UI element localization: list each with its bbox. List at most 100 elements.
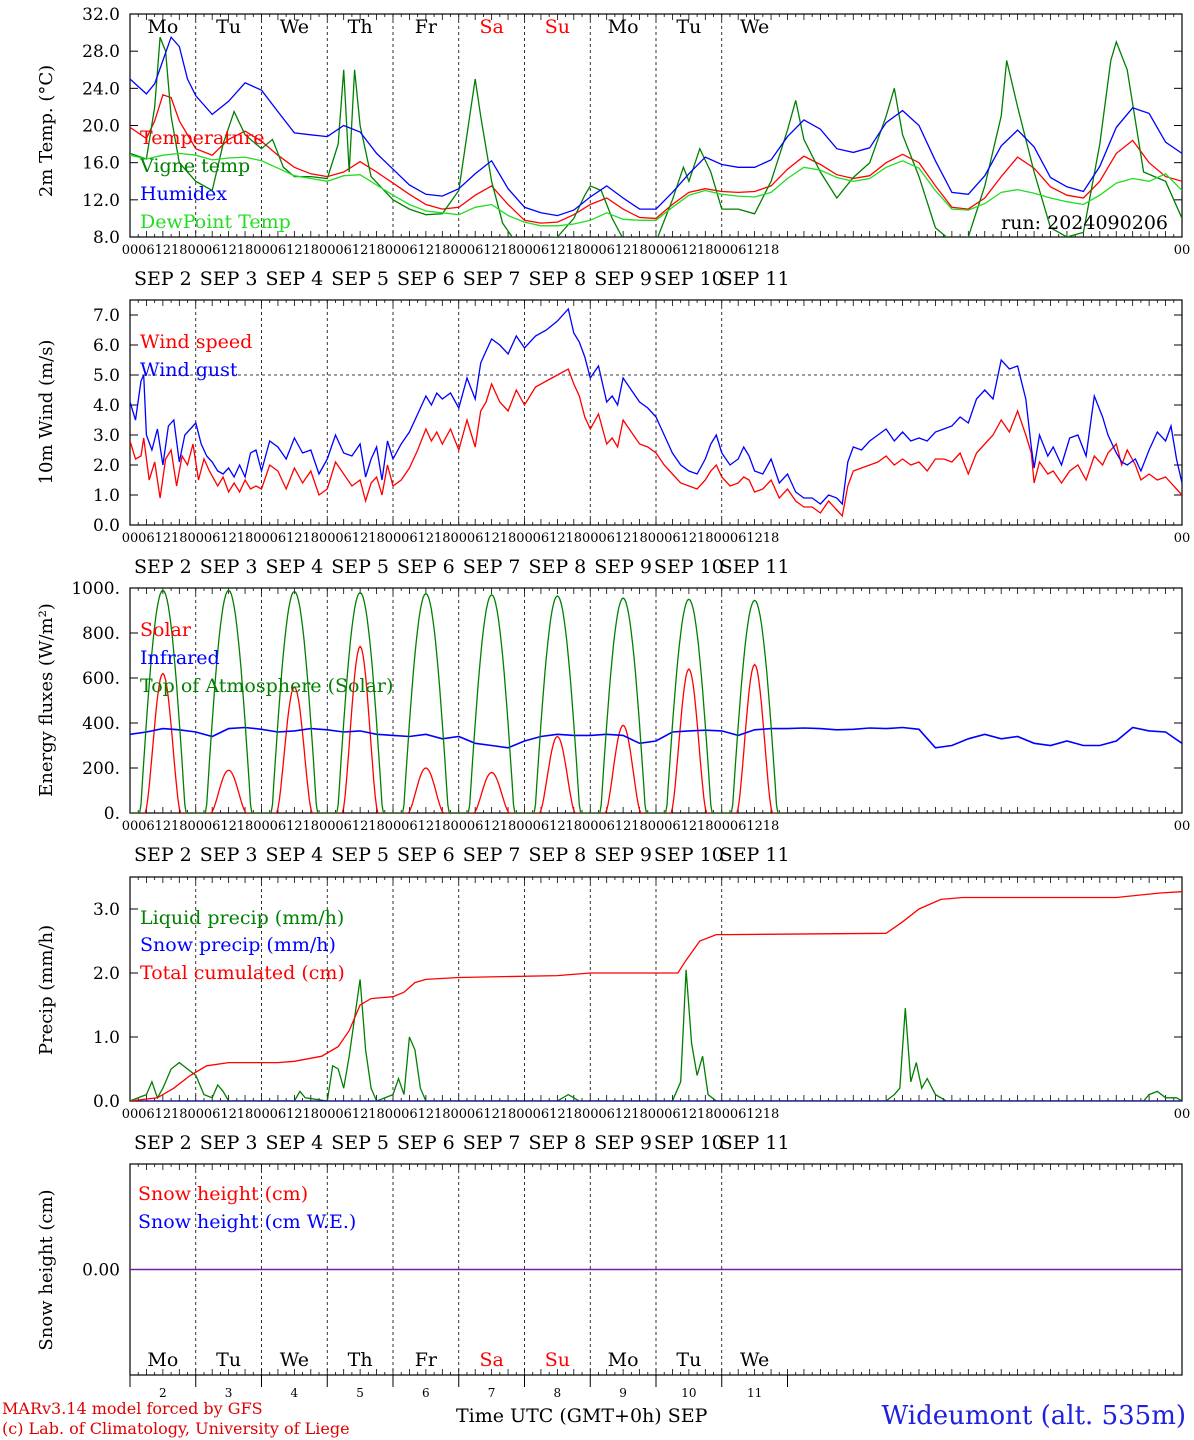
- hour-tick-label: 18: [763, 531, 780, 546]
- date-label: SEP 8: [528, 556, 586, 578]
- hour-tick-label: 18: [434, 531, 451, 546]
- series-line: [130, 152, 1182, 227]
- panel-temperature: 8.0 12.0 16.0 20.0 24.0 28.0 32.0 2m Temp. (°C)…: [36, 5, 1190, 290]
- hour-tick-label: 00: [516, 243, 533, 258]
- series-line: [130, 969, 1182, 1101]
- legend-entry: Snow height (cm W.E.): [138, 1211, 356, 1233]
- y-axis-label: Energy fluxes (W/m²): [36, 603, 57, 797]
- hour-tick-label: 18: [237, 1107, 254, 1122]
- legend-entry: Wind speed: [140, 331, 252, 353]
- y-tick-label: 16.0: [82, 154, 120, 174]
- y-tick-label: 0.: [104, 804, 120, 824]
- date-label: SEP 6: [397, 556, 455, 578]
- day-name: Mo: [147, 1349, 178, 1371]
- hour-tick-label: 06: [270, 1107, 287, 1122]
- date-label: SEP 2: [134, 844, 192, 866]
- hour-tick-label: 12: [286, 1107, 303, 1122]
- hour-tick-label: 12: [615, 243, 632, 258]
- hour-tick-label: 00: [582, 243, 599, 258]
- hour-tick-label: 00: [713, 243, 730, 258]
- hour-tick-label: 12: [220, 819, 237, 834]
- y-axis-label: Snow height (cm): [36, 1189, 57, 1350]
- hour-tick-label: 00: [516, 531, 533, 546]
- hour-tick-label: 06: [401, 1107, 418, 1122]
- y-tick-label: 7.0: [93, 306, 120, 326]
- hour-tick-label: 00: [253, 1107, 270, 1122]
- hour-tick-label: 06: [335, 531, 352, 546]
- hour-tick-label: 00: [1174, 1107, 1191, 1122]
- hour-tick-label: 00: [122, 531, 139, 546]
- hour-tick-label: 06: [730, 243, 747, 258]
- day-name: Fr: [415, 1349, 438, 1371]
- panel-snow: 0.00 Snow height (cm) Mo Tu We Th Fr Sa Su Mo Tu We…: [36, 1163, 1183, 1400]
- series-line: [130, 36, 1182, 237]
- date-label: SEP 8: [528, 1132, 586, 1154]
- hour-tick-label: 00: [582, 531, 599, 546]
- date-label: SEP 4: [265, 556, 323, 578]
- hour-tick-label: 06: [730, 1107, 747, 1122]
- hour-tick-label: 12: [681, 243, 698, 258]
- y-axis-label: 10m Wind (m/s): [36, 340, 57, 485]
- plot-frame: [129, 299, 1183, 526]
- hour-tick-label: 12: [155, 243, 172, 258]
- date-label: SEP 4: [265, 844, 323, 866]
- y-tick-label: 28.0: [82, 42, 120, 62]
- hour-tick-label: 18: [566, 1107, 583, 1122]
- date-label: SEP 2: [134, 556, 192, 578]
- hour-tick-label: 06: [138, 819, 155, 834]
- y-tick-label: 600.: [82, 669, 120, 689]
- hour-tick-label: 06: [664, 531, 681, 546]
- hour-tick-label: 18: [368, 531, 385, 546]
- date-label: SEP 11: [720, 1132, 790, 1154]
- date-label: SEP 11: [720, 556, 790, 578]
- hour-tick-label: 12: [746, 531, 763, 546]
- hour-tick-label: 18: [171, 1107, 188, 1122]
- day-number: 5: [356, 1386, 364, 1400]
- hour-tick-label: 06: [204, 819, 221, 834]
- hour-tick-label: 06: [467, 243, 484, 258]
- day-name: Fr: [415, 16, 438, 38]
- date-label: SEP 9: [594, 556, 652, 578]
- hour-tick-label: 06: [335, 819, 352, 834]
- day-number: 9: [619, 1386, 627, 1400]
- legend-entry: Temperature: [140, 127, 264, 149]
- hour-tick-label: 12: [681, 819, 698, 834]
- y-tick-label: 0.0: [93, 516, 120, 536]
- legend-entry: Top of Atmosphere (Solar): [140, 675, 393, 697]
- hour-tick-label: 06: [138, 243, 155, 258]
- hour-tick-label: 00: [319, 1107, 336, 1122]
- hour-tick-label: 18: [763, 819, 780, 834]
- legend-entry: Total cumulated (cm): [140, 962, 345, 984]
- hour-tick-label: 06: [664, 819, 681, 834]
- series-line: [130, 93, 1182, 224]
- date-label: SEP 5: [331, 556, 389, 578]
- hour-tick-label: 06: [598, 1107, 615, 1122]
- hour-tick-label: 00: [648, 1107, 665, 1122]
- hour-tick-label: 06: [204, 243, 221, 258]
- hour-tick-label: 12: [483, 531, 500, 546]
- date-label: SEP 7: [463, 556, 521, 578]
- hour-tick-label: 18: [171, 531, 188, 546]
- date-label: SEP 11: [720, 844, 790, 866]
- y-tick-label: 1.0: [93, 486, 120, 506]
- hour-tick-label: 00: [122, 243, 139, 258]
- hour-tick-label: 06: [270, 819, 287, 834]
- hour-tick-label: 06: [598, 531, 615, 546]
- hour-tick-label: 06: [401, 531, 418, 546]
- hour-tick-label: 00: [319, 243, 336, 258]
- hour-tick-label: 00: [187, 819, 204, 834]
- panel-wind: 0.0 1.0 2.0 3.0 4.0 5.0 6.0 7.0 10m Wind (m/s) 00…: [36, 299, 1190, 578]
- series-line: [130, 891, 1182, 1101]
- hour-tick-label: 00: [1174, 243, 1191, 258]
- day-name: We: [280, 16, 309, 38]
- hour-tick-label: 06: [467, 531, 484, 546]
- hour-tick-label: 12: [352, 819, 369, 834]
- lab-credit-text: (c) Lab. of Climatology, University of L…: [2, 1419, 350, 1438]
- day-name: Th: [348, 1349, 373, 1371]
- hour-tick-label: 06: [204, 1107, 221, 1122]
- y-tick-label: 200.: [82, 759, 120, 779]
- day-number: 11: [747, 1386, 762, 1400]
- date-label: SEP 6: [397, 268, 455, 290]
